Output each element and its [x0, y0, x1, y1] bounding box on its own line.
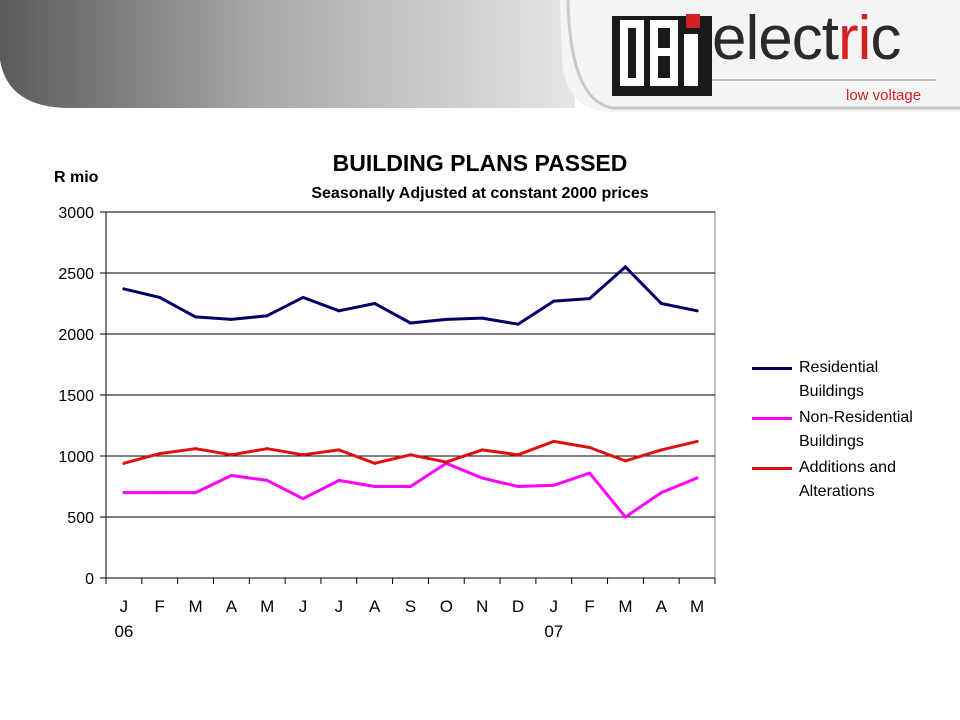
data-point: [409, 453, 412, 457]
x-tick-label: J: [335, 597, 344, 616]
legend-item-non-residential: Non-Residential Buildings: [752, 406, 952, 454]
data-point: [659, 302, 663, 305]
brand-wordmark: electric: [712, 4, 901, 73]
data-point: [194, 315, 198, 319]
data-point: [158, 452, 162, 456]
chart-legend: Residential Buildings Non-Residential Bu…: [752, 356, 952, 506]
legend-item-residential: Residential Buildings: [752, 356, 952, 404]
data-point: [337, 448, 341, 452]
data-point: [158, 491, 162, 495]
legend-swatch-additions: [752, 467, 792, 470]
data-point: [409, 485, 412, 488]
data-point: [695, 309, 699, 313]
x-tick-label: A: [369, 597, 381, 616]
data-point: [623, 515, 627, 519]
legend-label-additions: Additions and Alterations: [799, 459, 896, 500]
data-point: [516, 322, 520, 326]
legend-swatch-non-residential: [752, 417, 792, 420]
data-point: [373, 461, 377, 465]
x-year-label: 06: [114, 622, 133, 641]
x-year-label: 07: [544, 622, 563, 641]
data-point: [194, 491, 198, 495]
data-point: [122, 461, 126, 465]
data-point: [552, 439, 556, 443]
data-point: [194, 447, 198, 451]
legend-swatch-residential: [752, 367, 792, 370]
x-tick-label: F: [155, 597, 165, 616]
data-point: [265, 478, 269, 482]
data-point: [265, 447, 269, 451]
data-point: [265, 314, 269, 318]
x-tick-label: N: [476, 597, 488, 616]
data-point: [588, 297, 592, 301]
chart-subtitle: Seasonally Adjusted at constant 2000 pri…: [311, 185, 649, 202]
data-point: [588, 445, 592, 449]
y-tick-label: 0: [85, 571, 94, 588]
chart-title: BUILDING PLANS PASSED: [332, 150, 628, 176]
legend-label-non-residential: Non-Residential Buildings: [799, 409, 913, 450]
y-tick-label: 2000: [58, 327, 94, 344]
y-tick-label: 1500: [58, 388, 94, 405]
data-point: [552, 299, 556, 303]
data-point: [480, 448, 484, 452]
data-point: [659, 491, 663, 495]
x-tick-label: A: [656, 597, 668, 616]
data-point: [373, 485, 377, 488]
data-point: [301, 295, 305, 299]
data-point: [337, 309, 341, 313]
data-point: [516, 453, 520, 457]
brand-tagline: low voltage: [846, 87, 922, 104]
x-tick-label: F: [584, 597, 594, 616]
data-point: [695, 439, 699, 443]
y-tick-label: 2500: [58, 266, 94, 283]
data-point: [480, 316, 484, 320]
data-point: [552, 483, 556, 487]
y-tick-label: 500: [67, 510, 94, 527]
data-point: [623, 459, 627, 463]
data-point: [695, 476, 699, 480]
data-point: [229, 474, 233, 478]
x-tick-label: O: [440, 597, 453, 616]
x-tick-label: D: [512, 597, 524, 616]
y-tick-label: 1000: [58, 449, 94, 466]
x-tick-label: J: [550, 597, 559, 616]
data-point: [480, 476, 484, 480]
data-point: [158, 295, 162, 299]
x-tick-label: M: [188, 597, 202, 616]
y-axis-unit-label: R mio: [54, 169, 99, 186]
data-point: [122, 491, 126, 495]
x-tick-label: S: [405, 597, 416, 616]
data-point: [301, 453, 305, 457]
data-point: [623, 265, 627, 269]
data-point: [444, 460, 448, 464]
data-point: [229, 317, 233, 321]
legend-label-residential: Residential Buildings: [799, 359, 879, 400]
data-point: [659, 448, 663, 452]
x-tick-label: M: [690, 597, 704, 616]
data-point: [122, 287, 126, 291]
data-point: [516, 485, 520, 488]
x-tick-label: M: [618, 597, 632, 616]
data-point: [373, 302, 377, 305]
x-tick-label: J: [299, 597, 308, 616]
x-tick-label: A: [226, 597, 238, 616]
y-tick-label: 3000: [58, 205, 94, 222]
x-tick-label: M: [260, 597, 274, 616]
data-point: [337, 478, 341, 482]
legend-item-additions: Additions and Alterations: [752, 456, 952, 504]
data-point: [444, 317, 448, 321]
x-tick-label: J: [120, 597, 129, 616]
data-point: [301, 497, 305, 501]
data-point: [588, 471, 592, 475]
data-point: [409, 321, 412, 325]
data-point: [229, 453, 233, 457]
cbi-logo-mark: [612, 14, 712, 96]
